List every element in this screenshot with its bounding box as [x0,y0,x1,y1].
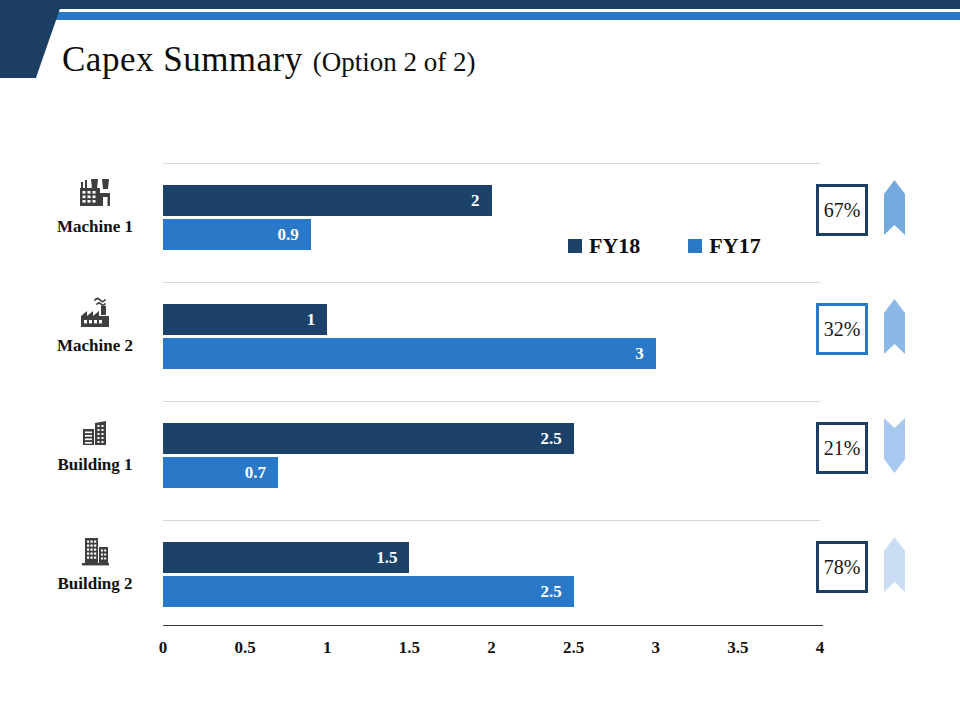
x-tick-label: 1 [323,638,332,658]
gridline [163,282,820,283]
office-buildings-icon [78,415,112,449]
category-machine-1: Machine 1 [20,177,170,237]
bar-fy18-building-2: 1.5 [163,542,409,573]
bar-fy17-building-2: 2.5 [163,576,574,607]
bar-fy17-building-1: 0.7 [163,457,278,488]
bar-fy18-machine-2: 1 [163,304,327,335]
header-accent-stripe [56,12,960,20]
legend-item-fy17: FY17 [688,233,760,259]
category-building-1: Building 1 [20,415,170,475]
x-axis-line [163,625,823,626]
title-suffix: (Option 2 of 2) [313,47,476,78]
header-top-bar [0,0,960,9]
page-title: Capex Summary (Option 2 of 2) [62,40,476,80]
tall-building-icon [78,534,112,568]
chart-row-building-1: Building 1 2.5 0.7 21% [0,401,960,520]
x-tick-label: 3.5 [727,638,748,658]
category-label: Building 1 [20,455,170,475]
x-tick-label: 4 [816,638,825,658]
chart-row-building-2: Building 2 1.5 2.5 78% [0,520,960,639]
chart-row-machine-2: Machine 2 1 3 32% [0,282,960,401]
category-building-2: Building 2 [20,534,170,594]
gridline [163,163,820,164]
bar-value-label: 1.5 [376,548,397,568]
fy18-swatch-icon [568,239,582,253]
bar-value-label: 0.7 [245,463,266,483]
bar-fy17-machine-1: 0.9 [163,219,311,250]
trend-arrow-icon [884,537,905,592]
bar-value-label: 3 [635,344,644,364]
header-corner-shape [0,0,63,78]
bar-fy18-building-1: 2.5 [163,423,574,454]
gridline [163,401,820,402]
legend-label: FY18 [589,233,640,259]
percent-badge: 78% [816,541,868,593]
x-tick-label: 2.5 [563,638,584,658]
x-tick-label: 3 [652,638,661,658]
gridline [163,520,820,521]
percent-value: 78% [824,556,861,579]
trend-arrow-icon [884,180,905,235]
category-label: Machine 2 [20,336,170,356]
category-label: Machine 1 [20,217,170,237]
category-label: Building 2 [20,574,170,594]
bar-value-label: 2 [471,191,480,211]
bar-value-label: 0.9 [278,225,299,245]
chart-legend: FY18 FY17 [568,233,761,259]
legend-label: FY17 [709,233,760,259]
bar-value-label: 2.5 [540,582,561,602]
bar-fy17-machine-2: 3 [163,338,656,369]
x-tick-label: 0 [159,638,168,658]
fy17-swatch-icon [688,239,702,253]
percent-value: 21% [824,437,861,460]
bar-value-label: 2.5 [540,429,561,449]
title-text: Capex Summary [62,40,303,80]
factory-smoke-icon [78,296,112,330]
percent-badge: 21% [816,422,868,474]
percent-value: 32% [824,318,861,341]
percent-badge: 67% [816,184,868,236]
percent-value: 67% [824,199,861,222]
trend-arrow-icon [884,418,905,473]
x-tick-label: 2 [487,638,496,658]
chart-row-machine-1: Machine 1 2 0.9 67% [0,163,960,282]
percent-badge: 32% [816,303,868,355]
trend-arrow-icon [884,299,905,354]
x-axis-tick-labels: 00.511.522.533.54 [163,638,823,662]
bar-value-label: 1 [307,310,316,330]
bar-fy18-machine-1: 2 [163,185,492,216]
slide-canvas: Capex Summary (Option 2 of 2) [0,0,960,720]
x-tick-label: 1.5 [399,638,420,658]
x-tick-label: 0.5 [235,638,256,658]
legend-item-fy18: FY18 [568,233,640,259]
category-machine-2: Machine 2 [20,296,170,356]
factory-machine-icon [78,177,112,211]
